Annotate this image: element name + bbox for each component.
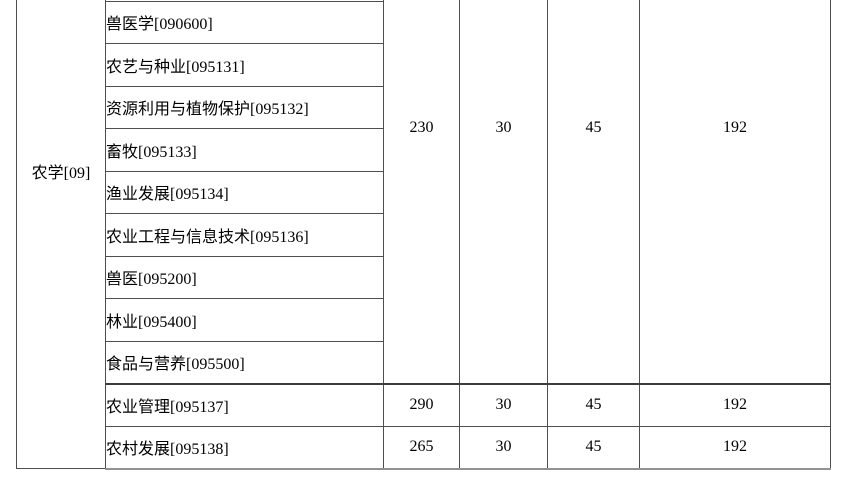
table-row: 畜牧[095133] — [17, 128, 831, 172]
major-cell: 渔业发展[095134] — [105, 170, 384, 214]
major-cell: 畜牧[095133] — [105, 128, 384, 172]
score-cell: 45 — [547, 425, 640, 470]
score-cell: 30 — [459, 382, 548, 427]
table-row: 兽医[095200] — [17, 255, 831, 299]
score-cell: 45 — [547, 0, 640, 384]
category-cell: 农学[09] — [16, 0, 106, 469]
major-cell: 农业管理[095137] — [105, 382, 384, 427]
major-cell: 食品与营养[095500] — [105, 340, 384, 384]
table-row: 食品与营养[095500] — [17, 340, 831, 384]
table-row: 资源利用与植物保护[095132] — [17, 85, 831, 129]
table-row: 农村发展[095138] 265 30 45 192 — [17, 425, 831, 470]
major-cell: 农村发展[095138] — [105, 425, 384, 470]
table-row: 渔业发展[095134] — [17, 170, 831, 214]
major-cell: 农业工程与信息技术[095136] — [105, 213, 384, 257]
major-cell: 农艺与种业[095131] — [105, 43, 384, 87]
major-cell: 兽医[095200] — [105, 255, 384, 299]
score-cell: 30 — [459, 0, 548, 384]
score-cell: 192 — [639, 382, 831, 427]
table-row: 农业管理[095137] 290 30 45 192 — [17, 382, 831, 427]
score-cell: 230 — [383, 0, 460, 384]
major-cell: 资源利用与植物保护[095132] — [105, 85, 384, 129]
score-cell: 192 — [639, 0, 831, 384]
major-cell: 兽医学[090600] — [105, 0, 384, 44]
score-cell: 290 — [383, 382, 460, 427]
major-cell: 林业[095400] — [105, 298, 384, 342]
score-cell: 192 — [639, 425, 831, 470]
score-cell: 265 — [383, 425, 460, 470]
score-cell: 45 — [547, 382, 640, 427]
score-cell: 30 — [459, 425, 548, 470]
score-table: 农学[09] 230 30 45 192 兽医学[090600] 农艺与种业[0… — [16, 0, 831, 470]
table-row: 农艺与种业[095131] — [17, 43, 831, 87]
